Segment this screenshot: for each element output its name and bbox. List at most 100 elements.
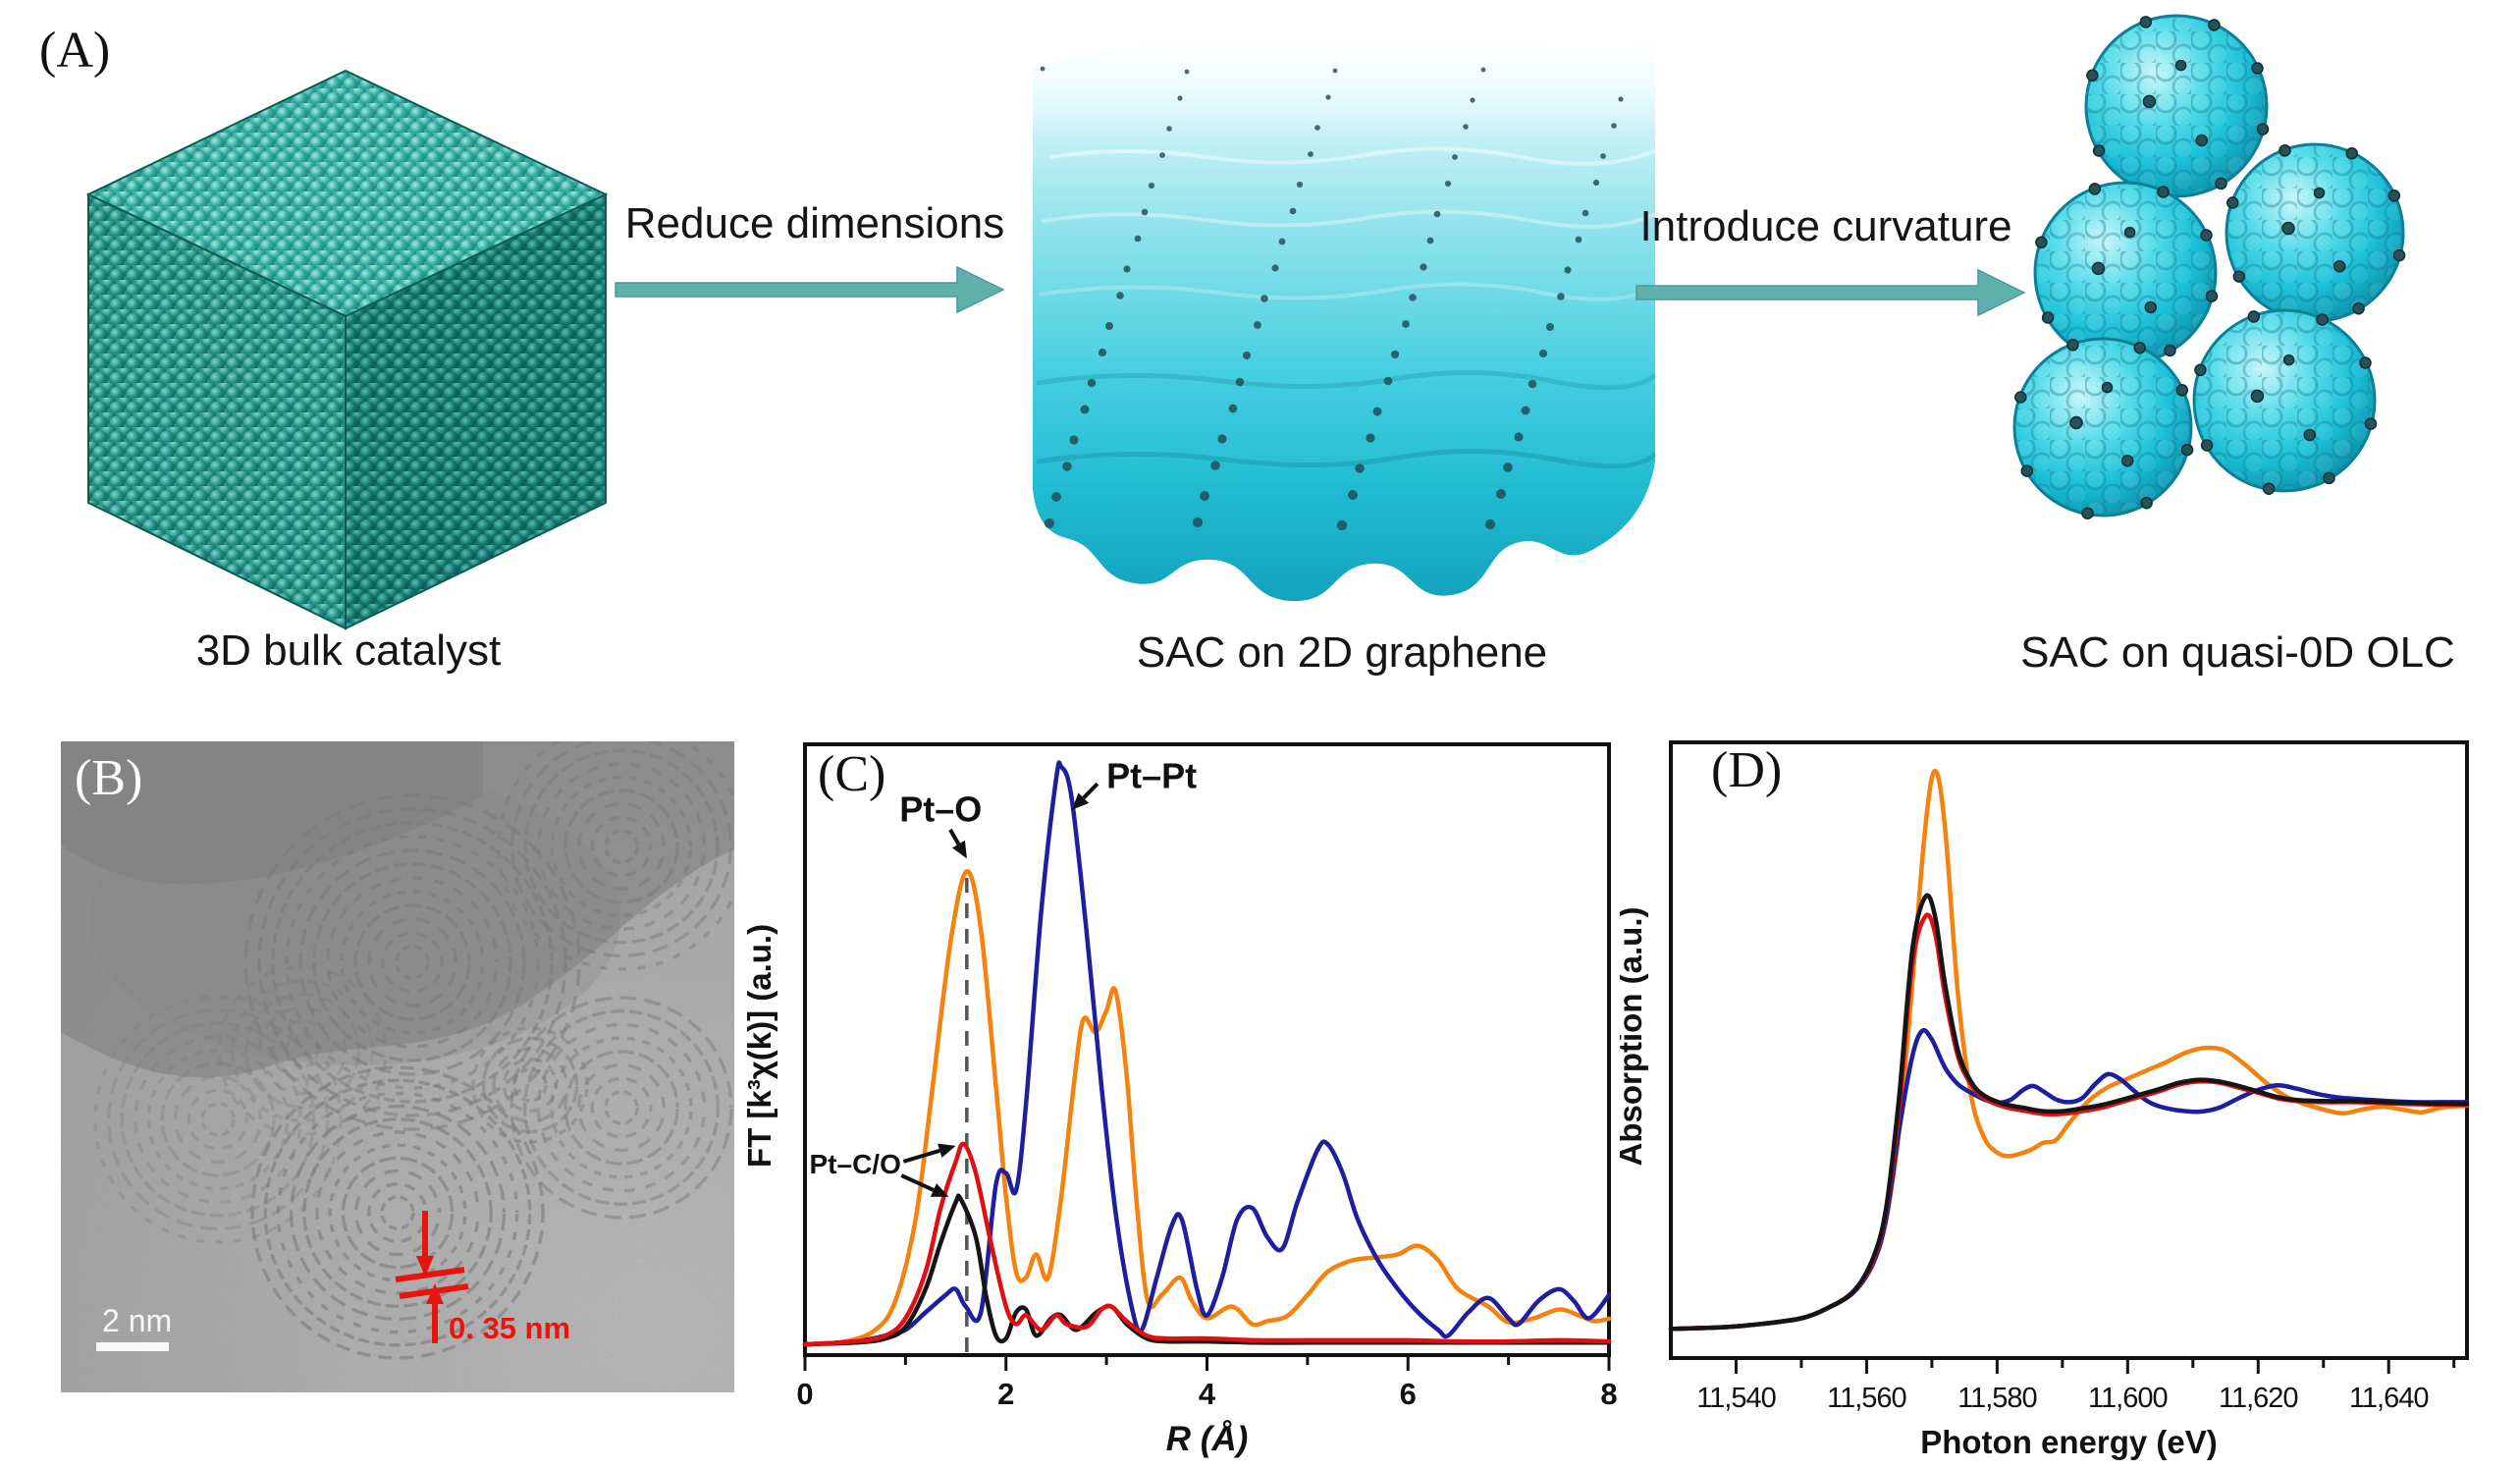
x-tick-label: 2 [997, 1377, 1014, 1411]
pt-atom-dot [2035, 236, 2048, 249]
panel-b-label: (B) [75, 750, 143, 806]
single-atom-dot [1336, 519, 1348, 531]
single-atom-dot [1600, 153, 1606, 159]
caption-3d-bulk-catalyst: 3D bulk catalyst [195, 626, 502, 675]
pt-atom-dot [2392, 248, 2406, 262]
single-atom-dot [1260, 295, 1268, 302]
single-atom-dot [1348, 490, 1358, 500]
graphene-single-atoms [1040, 66, 1624, 531]
olc-dimples [2016, 341, 2189, 514]
pt-atom-dot [2144, 300, 2158, 314]
pt-atom-dot [2316, 313, 2329, 326]
olc-dimples [2088, 18, 2265, 194]
curve-annotation: Pt–C/O [810, 1149, 901, 1179]
graphene-sheet [1021, 20, 1669, 602]
single-atom-dot [1217, 434, 1227, 444]
single-atom-dot [1200, 491, 1209, 501]
pt-atom-dot [2164, 344, 2176, 357]
single-atom-dot [1538, 349, 1548, 358]
series-black [1668, 893, 2470, 1332]
pt-atom-dot [2041, 311, 2055, 324]
single-atom-dot [1480, 67, 1486, 73]
pt-atom-dot [2014, 391, 2027, 404]
series-navy [1668, 1028, 2470, 1332]
x-tick-label: 8 [1600, 1377, 1617, 1411]
annotation-arrow [900, 1173, 935, 1192]
arrow-label-reduce-dimensions: Reduce dimensions [624, 199, 1005, 247]
xanes-absorption-chart: 11,540 11,560 11,580 11,600 11,620 11,640 Phot… [1620, 740, 2470, 1460]
olc-sphere [2012, 337, 2194, 519]
single-atom-dot [1372, 407, 1382, 416]
x-tick-label: 11,640 [2349, 1383, 2429, 1414]
scale-bar [96, 1342, 169, 1351]
pt-atom-dot [2250, 389, 2265, 404]
pt-atom-dot [2195, 134, 2209, 147]
single-atom-dot [1134, 235, 1142, 243]
pt-atom-dot [2066, 339, 2079, 352]
caption-sac-2d-graphene: SAC on 2D graphene [1136, 628, 1548, 677]
single-atom-dot [1521, 406, 1530, 415]
panel-b-tem-image: (B) 2 nm 0. 35 nm [61, 741, 734, 1392]
pt-atom-dot [2200, 439, 2214, 452]
x-tick-label: 11,580 [1957, 1383, 2037, 1414]
x-tick-label: 4 [1199, 1377, 1216, 1411]
single-atom-dot [1159, 152, 1165, 158]
single-atom-dot [1278, 238, 1286, 245]
single-atom-dot [1123, 265, 1131, 273]
single-atom-dot [1314, 125, 1320, 131]
series-navy [802, 760, 1612, 1347]
single-atom-dot [1235, 377, 1245, 387]
x-tick-label: 11,620 [2219, 1383, 2298, 1414]
single-atom-dot [1390, 350, 1400, 359]
tem-overlay [61, 741, 734, 1392]
single-atom-dot [1289, 207, 1297, 215]
single-atom-dot [1296, 181, 1304, 189]
olc-dimples [2196, 312, 2373, 489]
pt-atom-dot [2359, 356, 2372, 369]
single-atom-dot [1383, 376, 1393, 386]
arrow-label-introduce-curvature: Introduce curvature [1639, 202, 2012, 250]
annotation-arrowhead [938, 1143, 956, 1158]
pt-atom-dot [2081, 507, 2094, 519]
panel-a-label: (A) [39, 23, 111, 79]
pt-atom-dot [2101, 381, 2114, 394]
pt-atom-dot [2256, 123, 2270, 136]
pt-atom-dot [2157, 186, 2170, 198]
pt-atom-dot [2387, 190, 2401, 202]
olc-sphere [2084, 14, 2270, 200]
pt-atom-dot [2208, 19, 2221, 31]
pt-atom-dot [2020, 464, 2034, 477]
single-atom-dot [1148, 182, 1155, 190]
single-atom-dot [1044, 517, 1055, 529]
single-atom-dot [1254, 321, 1261, 329]
pt-atom-dot [2281, 221, 2295, 236]
single-atom-dot [1271, 264, 1279, 272]
single-atom-dot [1366, 433, 1375, 443]
pt-atom-dot [2139, 16, 2153, 28]
pt-atom-dot [2200, 229, 2213, 242]
pt-atom-dot [2345, 146, 2358, 160]
x-axis-label: Photon energy (eV) [1920, 1424, 2218, 1460]
pt-atom-dot [2175, 384, 2189, 397]
olc-spheres [2012, 14, 2406, 519]
single-atom-dot [1062, 462, 1072, 471]
series-orange [1668, 768, 2470, 1332]
single-atom-dot [1546, 323, 1554, 331]
pt-atom-dot [2092, 144, 2106, 157]
exafs-ft-chart: 0 2 4 6 8 Pt–O Pt–Pt Pt–C/O R (Å) FT [k³χ(k)] (a.… [741, 742, 1618, 1458]
single-atom-dot [1409, 294, 1417, 301]
single-atom-dot [1192, 517, 1204, 528]
single-atom-dot [1308, 151, 1314, 157]
pt-atom-dot [2352, 301, 2365, 315]
x-tick-label: 0 [796, 1377, 813, 1411]
x-tick-label: 11,540 [1696, 1383, 1776, 1414]
single-atom-dot [1426, 237, 1434, 245]
pt-atom-dot [2088, 183, 2102, 195]
x-tick-label: 6 [1400, 1377, 1417, 1411]
single-atom-dot [1069, 435, 1079, 445]
pt-atom-dot [2313, 187, 2326, 199]
single-atom-dot [1177, 95, 1183, 101]
pt-atom-dot [2069, 415, 2083, 430]
panel-a-illustration [85, 14, 2406, 630]
